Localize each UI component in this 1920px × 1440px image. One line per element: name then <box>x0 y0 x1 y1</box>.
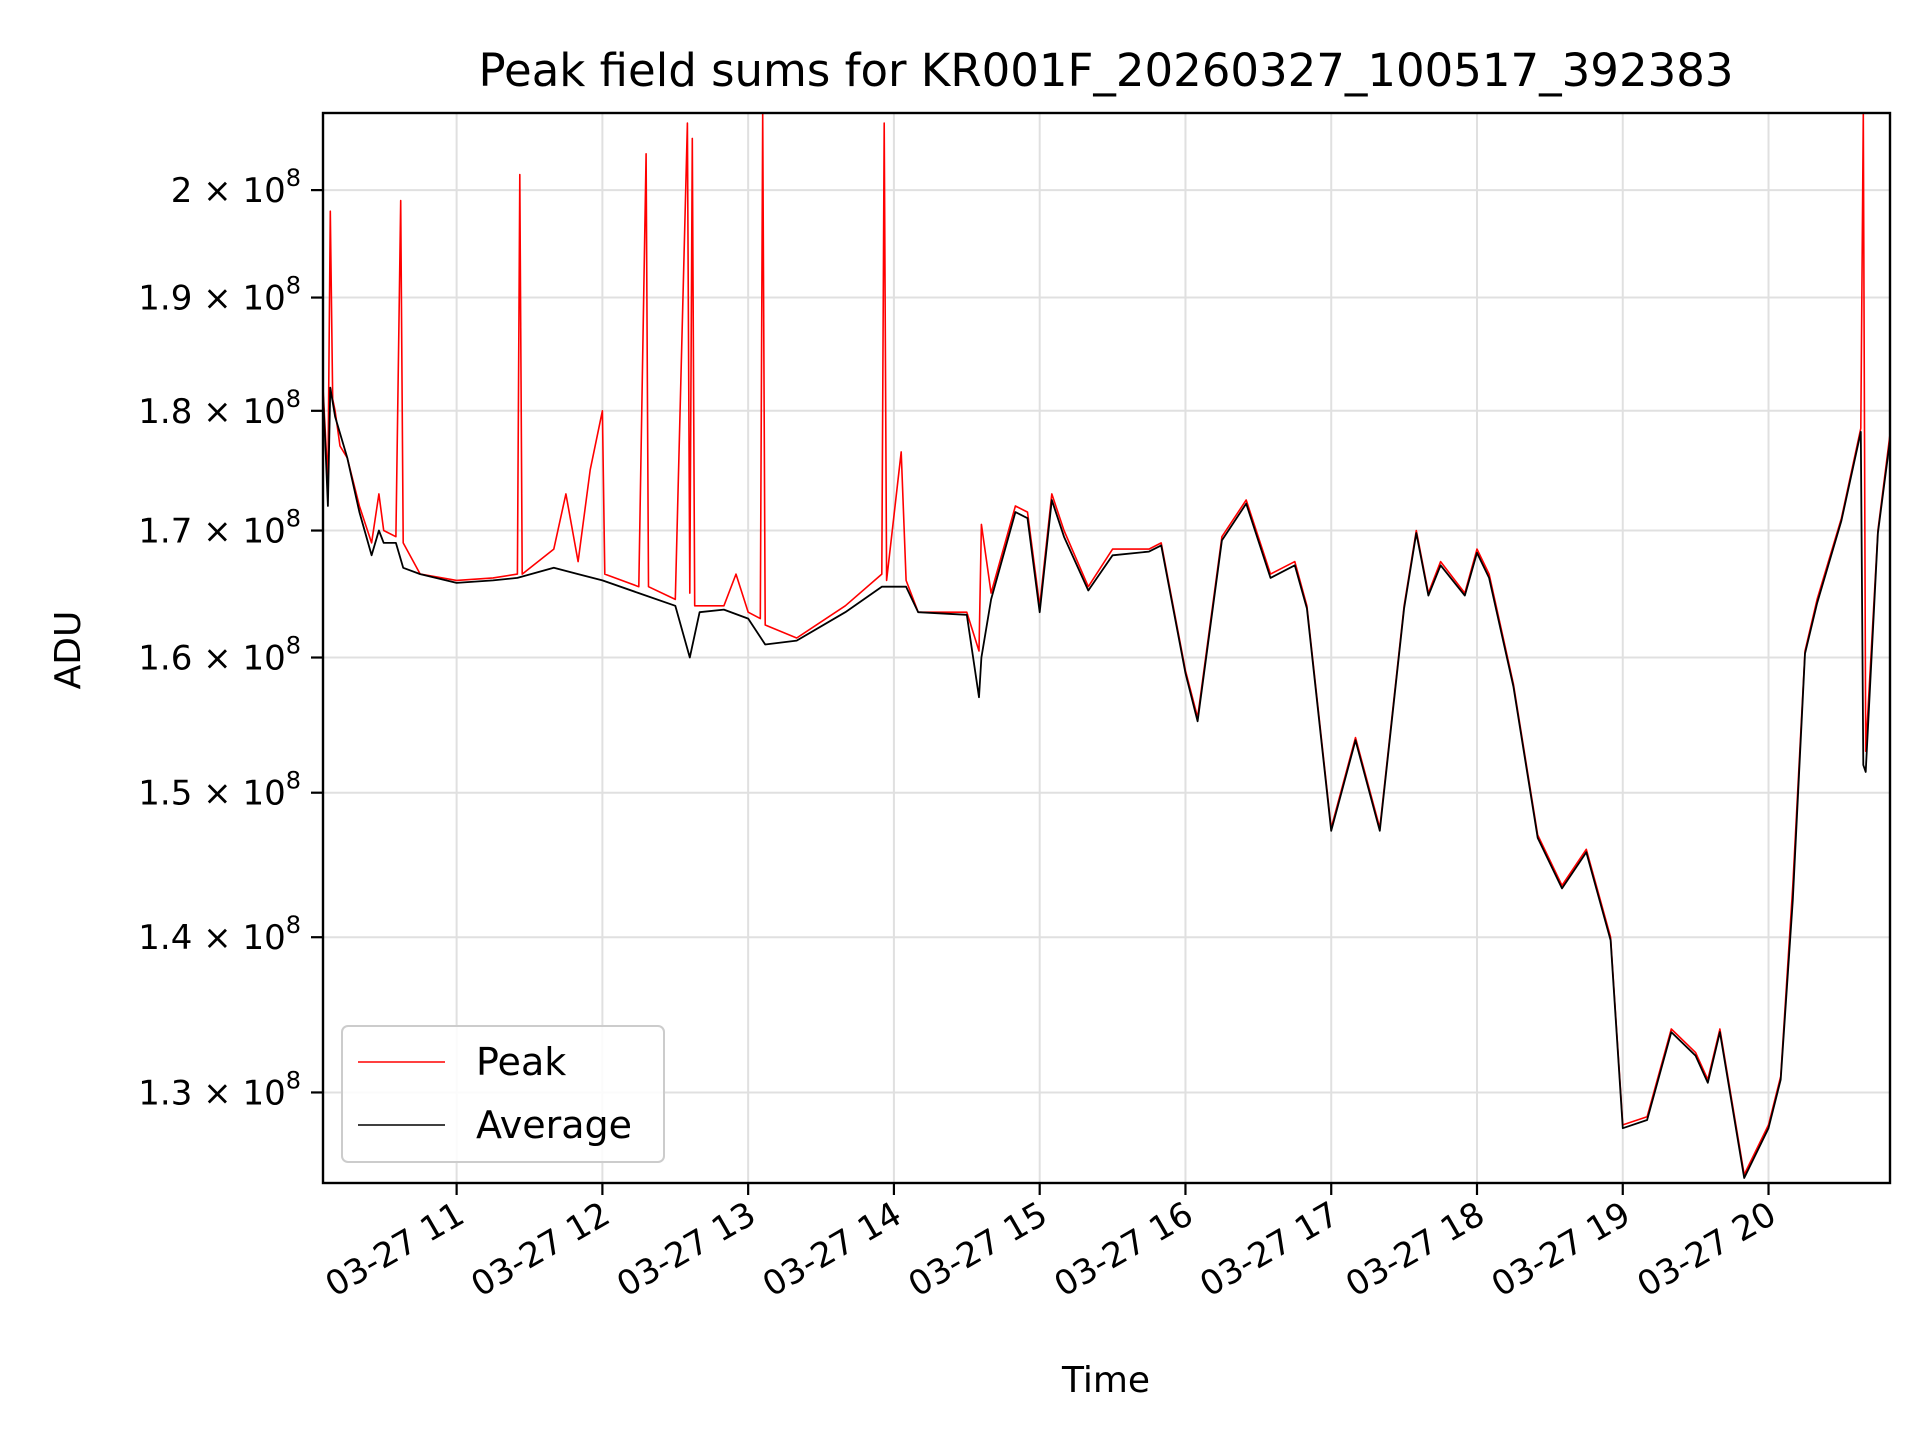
x-axis-label: Time <box>1061 1360 1150 1401</box>
series-line-average <box>322 386 1891 1179</box>
chart-title: Peak field sums for KR001F_20260327_1005… <box>479 44 1734 97</box>
y-tick-label: 2 × 108 <box>171 164 301 211</box>
y-tick-label: 1.8 × 108 <box>138 385 301 432</box>
legend: Peak Average <box>341 1025 665 1163</box>
legend-box <box>341 1025 665 1163</box>
legend-label-average: Average <box>476 1103 632 1147</box>
plot-frame <box>321 111 1892 1185</box>
y-tick-label: 1.4 × 108 <box>138 911 301 958</box>
y-tick-label: 1.3 × 108 <box>138 1066 301 1113</box>
series-line-peak <box>322 112 1891 1176</box>
grid-layer <box>323 113 1890 1183</box>
y-tick-label: 1.5 × 108 <box>138 767 301 814</box>
y-tick-label: 1.9 × 108 <box>138 272 301 319</box>
series-layer <box>322 112 1891 1179</box>
legend-label-peak: Peak <box>476 1040 566 1084</box>
y-tick-label: 1.7 × 108 <box>138 505 301 552</box>
y-tick-label: 1.6 × 108 <box>138 632 301 679</box>
y-axis-label: ADU <box>48 611 89 690</box>
